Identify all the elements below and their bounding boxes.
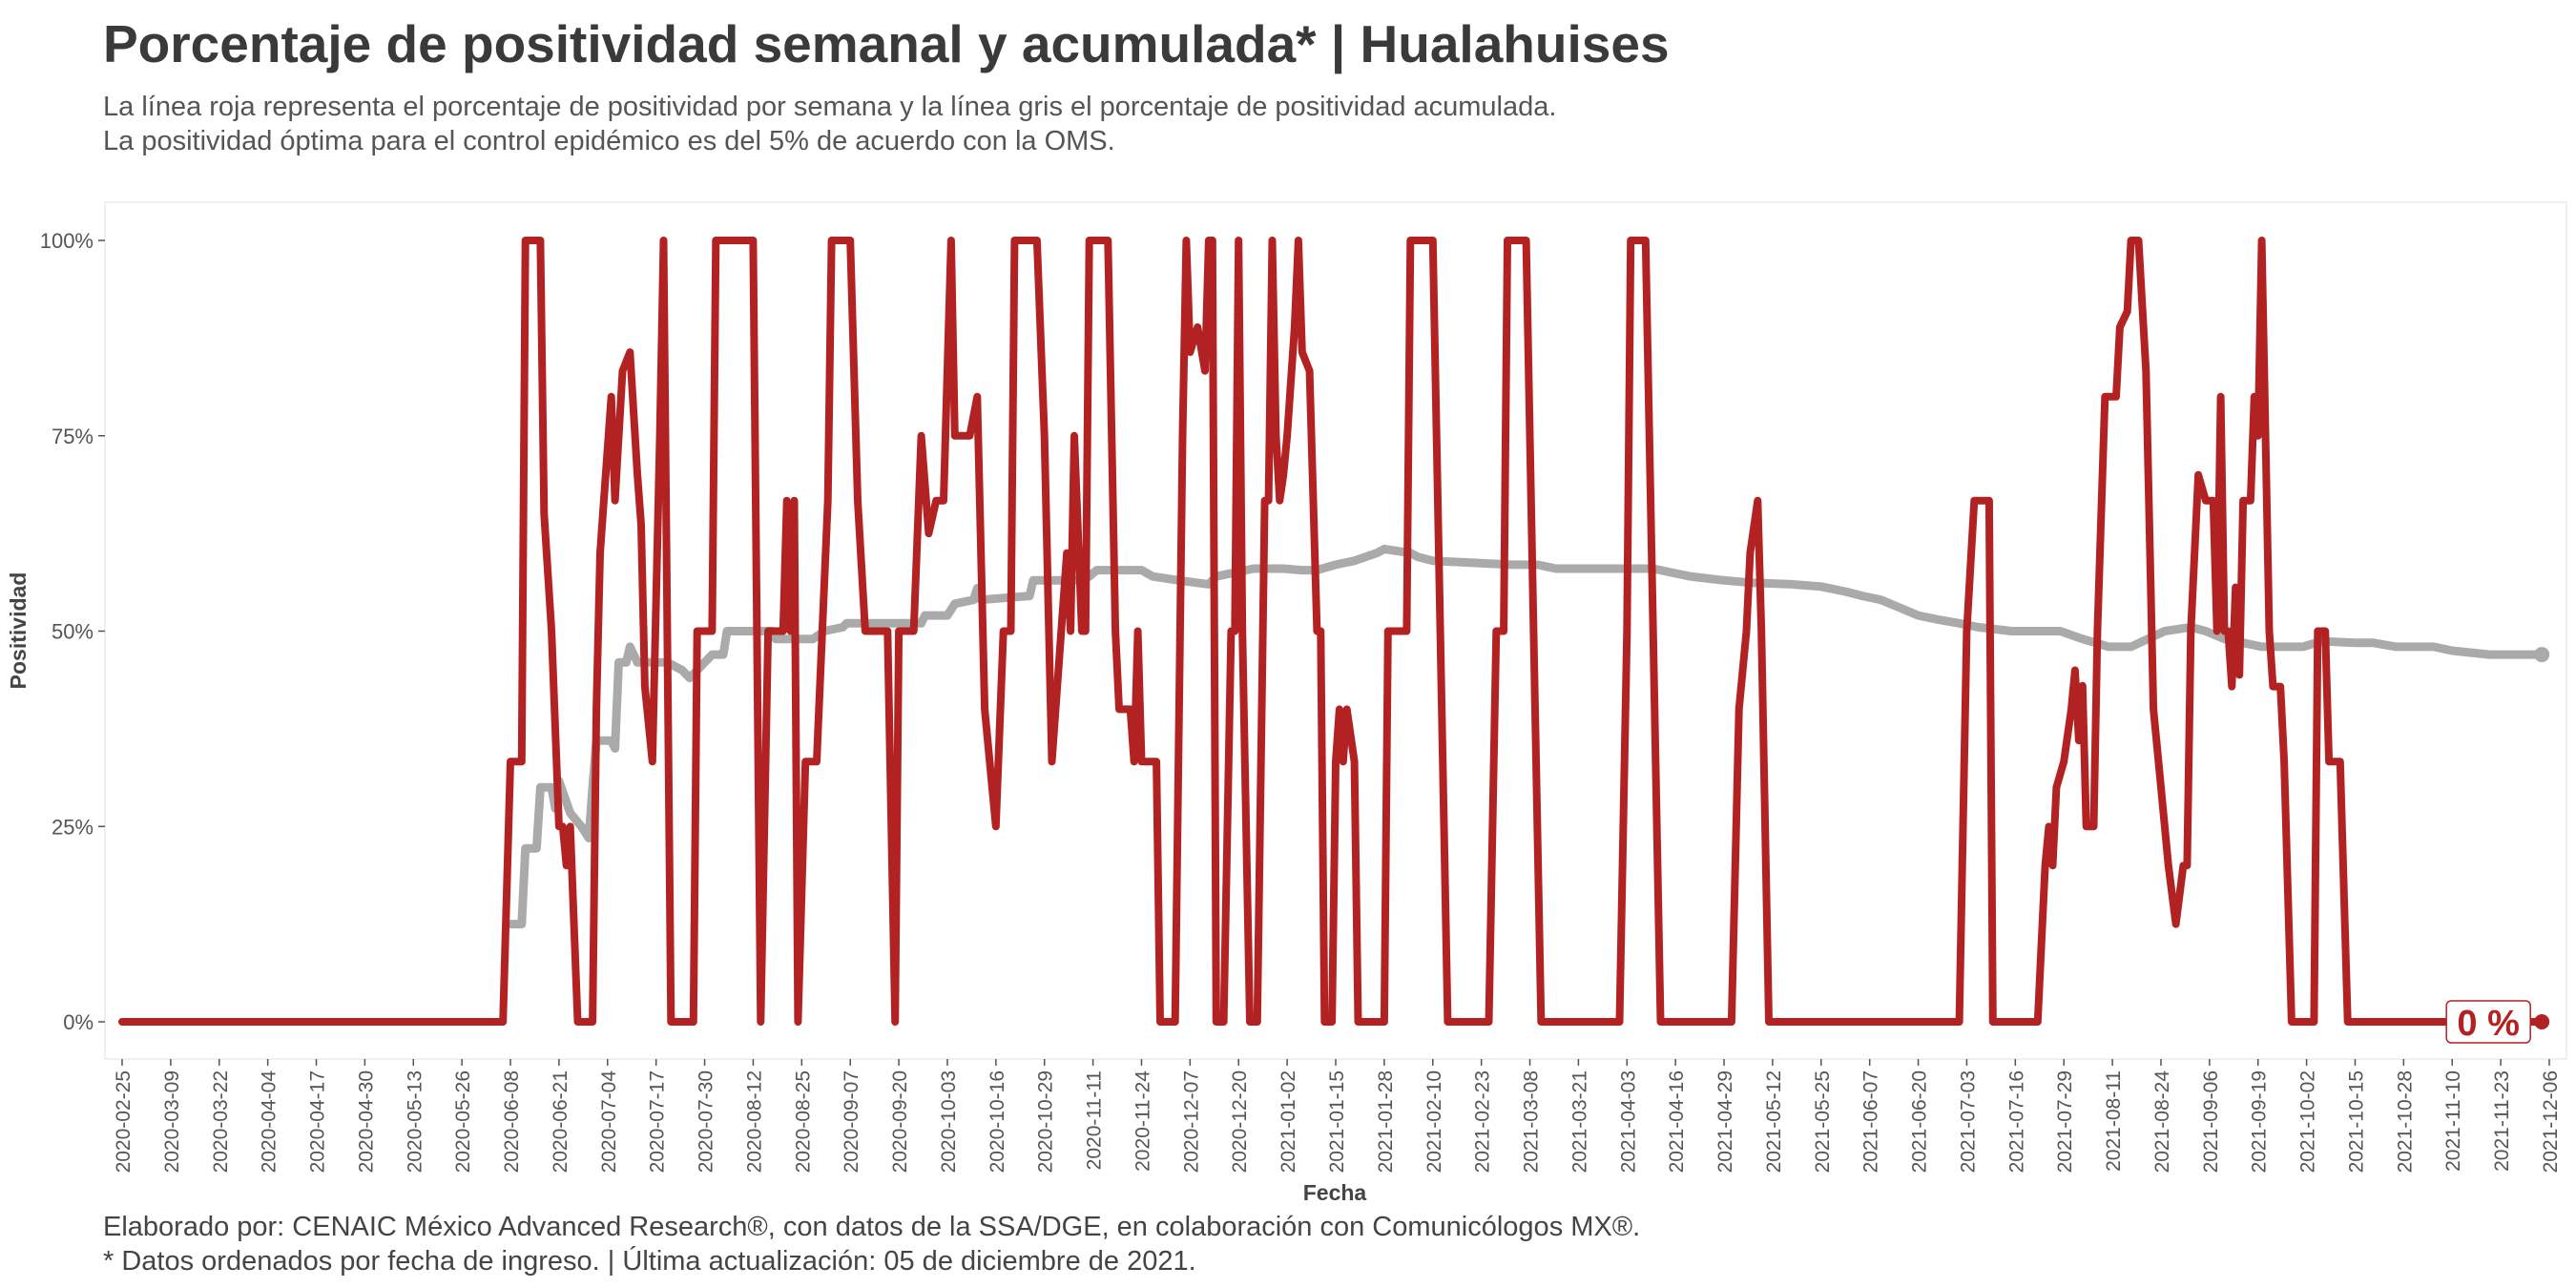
x-tick-label: 2021-01-15 <box>1326 1070 1348 1173</box>
x-tick-label: 2021-05-12 <box>1763 1070 1785 1173</box>
subtitle-line-1: La línea roja representa el porcentaje d… <box>103 92 1557 122</box>
x-tick-label: 2020-12-07 <box>1180 1070 1202 1173</box>
x-tick-label: 2021-03-08 <box>1521 1070 1543 1173</box>
x-tick-label: 2020-10-03 <box>938 1070 960 1173</box>
x-tick-label: 2021-01-28 <box>1375 1070 1397 1173</box>
subtitle-line-2: La positividad óptima para el control ep… <box>103 126 1115 156</box>
x-tick-label: 2021-08-11 <box>2103 1070 2125 1172</box>
x-tick-label: 2021-06-20 <box>1909 1070 1931 1173</box>
x-tick-label: 2020-07-17 <box>647 1070 669 1173</box>
caption-line-1: Elaborado por: CENAIC México Advanced Re… <box>103 1212 1641 1242</box>
x-tick-label: 2021-09-06 <box>2200 1070 2222 1173</box>
x-tick-label: 2021-10-28 <box>2394 1070 2416 1173</box>
chart-title: Porcentaje de positividad semanal y acum… <box>103 14 1670 73</box>
x-tick-label: 2021-04-16 <box>1666 1070 1688 1173</box>
x-tick-label: 2021-02-10 <box>1423 1070 1445 1173</box>
x-tick-label: 2021-06-07 <box>1860 1070 1882 1173</box>
series-layer <box>118 237 2546 1026</box>
x-tick-label: 2020-04-17 <box>307 1070 329 1173</box>
x-tick-label: 2020-09-20 <box>889 1070 911 1173</box>
weekly-positivity-line <box>118 237 2546 1026</box>
x-tick-label: 2020-12-20 <box>1229 1070 1251 1173</box>
x-tick-label: 2021-07-29 <box>2054 1070 2076 1173</box>
x-tick-label: 2021-11-23 <box>2491 1070 2513 1172</box>
x-tick-label: 2020-04-30 <box>355 1070 377 1173</box>
positivity-line-chart: 0%25%50%75%100% 2020-02-25 2020-03-09 2020… <box>6 201 2567 1205</box>
x-tick-label: 2021-10-02 <box>2297 1070 2319 1173</box>
x-tick-label: 2021-04-03 <box>1617 1070 1639 1173</box>
y-axis-title: Positividad <box>6 572 31 690</box>
x-tick-label: 2020-11-24 <box>1132 1070 1153 1172</box>
x-tick-label: 2020-10-29 <box>1035 1070 1057 1173</box>
x-tick-label: 2021-07-03 <box>1957 1070 1979 1173</box>
y-tick-label: 0% <box>63 1010 93 1034</box>
x-tick-label: 2020-09-07 <box>841 1070 862 1173</box>
x-tick-label: 2021-03-21 <box>1568 1070 1590 1173</box>
x-tick-label: 2021-10-15 <box>2345 1070 2367 1173</box>
x-tick-label: 2021-09-19 <box>2249 1070 2271 1173</box>
x-tick-label: 2020-03-22 <box>210 1070 232 1173</box>
x-tick-label: 2020-07-30 <box>696 1070 717 1173</box>
x-tick-label: 2021-04-29 <box>1714 1070 1736 1173</box>
x-tick-label: 2020-04-04 <box>259 1070 280 1174</box>
y-tick-label: 50% <box>52 620 93 644</box>
x-tick-label: 2020-06-08 <box>501 1070 523 1173</box>
x-tick-label: 2021-01-02 <box>1278 1070 1299 1173</box>
x-tick-label: 2021-05-25 <box>1812 1070 1834 1173</box>
x-tick-label: 2021-07-16 <box>2005 1070 2027 1173</box>
x-tick-label: 2020-07-04 <box>598 1070 620 1174</box>
x-tick-label: 2020-05-26 <box>452 1070 474 1173</box>
y-tick-label: 100% <box>40 229 93 253</box>
x-axis-title: Fecha <box>1303 1180 1367 1205</box>
end-markers: 0 % <box>2445 647 2550 1044</box>
x-tick-label: 2020-10-16 <box>987 1070 1008 1173</box>
cumulative-end-dot <box>2534 647 2550 663</box>
x-tick-label: 2021-08-24 <box>2151 1070 2173 1174</box>
x-tick-label: 2020-08-12 <box>743 1070 765 1173</box>
x-axis: 2020-02-25 2020-03-09 2020-03-22 2020-04-04… <box>113 1059 2562 1173</box>
x-tick-label: 2020-11-11 <box>1084 1070 1106 1170</box>
y-axis: 0% 25% 50% 75% 100% <box>40 229 105 1034</box>
x-tick-label: 2020-03-09 <box>161 1070 183 1173</box>
y-tick-label: 75% <box>52 425 93 448</box>
x-tick-label: 2020-02-25 <box>113 1070 135 1173</box>
x-tick-label: 2021-02-23 <box>1472 1070 1494 1173</box>
caption-line-2: * Datos ordenados por fecha de ingreso. … <box>103 1246 1196 1277</box>
x-tick-label: 2020-08-25 <box>792 1070 814 1173</box>
y-tick-label: 25% <box>52 815 93 839</box>
weekly-end-dot <box>2534 1014 2550 1029</box>
end-label-box <box>2445 1000 2531 1044</box>
x-tick-label: 2020-06-21 <box>550 1070 571 1173</box>
x-tick-label: 2021-11-10 <box>2442 1070 2464 1172</box>
x-tick-label: 2020-05-13 <box>404 1070 426 1173</box>
x-tick-label: 2021-12-06 <box>2540 1070 2562 1173</box>
end-label-text: 0 % <box>2457 1004 2519 1044</box>
